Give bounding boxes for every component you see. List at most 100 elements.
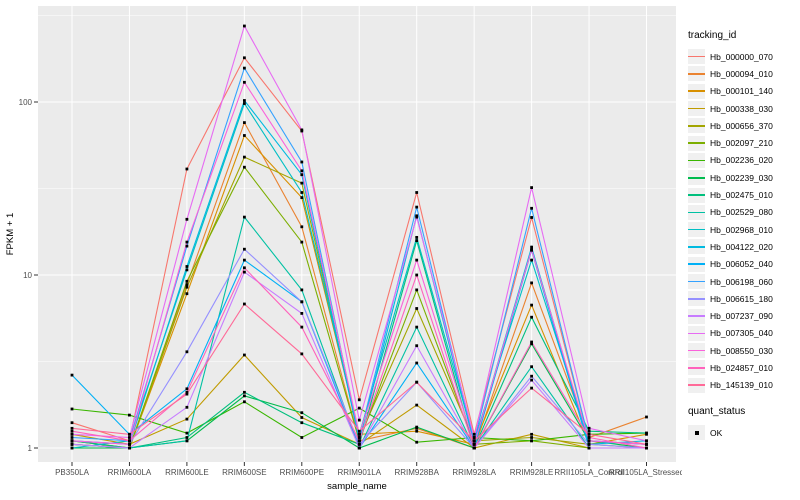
data-point: [530, 186, 533, 189]
legend-item-label: Hb_000000_070: [710, 51, 773, 62]
legend-item-Hb_002529_080: Hb_002529_080: [688, 204, 798, 221]
data-point: [357, 418, 361, 422]
data-point: [530, 378, 533, 382]
legend-item-label: Hb_004122_020: [710, 241, 773, 252]
data-point: [300, 196, 304, 199]
x-tick-label: RRIM928LA: [452, 468, 496, 477]
legend-item-label: Hb_002097_210: [710, 138, 773, 149]
data-point: [300, 312, 304, 315]
data-point: [128, 413, 131, 417]
data-point: [300, 352, 304, 356]
data-point: [357, 442, 361, 446]
data-point: [70, 421, 74, 425]
data-point: [587, 442, 591, 446]
legend-item-Hb_006198_060: Hb_006198_060: [688, 273, 798, 290]
legend-key-line-icon: [688, 49, 705, 65]
data-point: [70, 442, 74, 446]
data-point: [70, 439, 74, 443]
data-point: [70, 429, 74, 433]
data-point: [415, 403, 419, 407]
x-tick-label: RRIM600LE: [165, 468, 209, 477]
data-point: [185, 283, 189, 286]
legend-item-label: Hb_007305_040: [710, 328, 773, 339]
data-point: [587, 436, 591, 439]
data-point: [128, 442, 131, 446]
legend-title-quant-status: quant_status: [688, 405, 746, 417]
data-point: [645, 415, 648, 419]
data-point: [530, 216, 533, 219]
y-tick-label: 1: [28, 444, 33, 453]
legend-key-line-icon: [688, 256, 705, 272]
data-point: [645, 439, 648, 443]
legend-item-Hb_002239_030: Hb_002239_030: [688, 169, 798, 186]
legend-item-Hb_008550_030: Hb_008550_030: [688, 342, 798, 359]
data-point: [243, 24, 246, 28]
legend-item-Hb_002236_020: Hb_002236_020: [688, 152, 798, 169]
data-point: [300, 128, 304, 132]
data-point: [243, 247, 246, 251]
y-axis-title: FPKM + 1: [5, 213, 16, 256]
data-point: [357, 436, 361, 439]
legend-item-label: Hb_145139_010: [710, 380, 773, 391]
legend-key-line-icon: [688, 377, 705, 393]
data-point: [300, 169, 304, 173]
data-point: [530, 439, 533, 443]
legend-item-Hb_002097_210: Hb_002097_210: [688, 134, 798, 151]
legend-item-label: Hb_000338_030: [710, 103, 773, 114]
data-point: [185, 279, 189, 283]
legend-item-label: Hb_000094_010: [710, 68, 773, 79]
data-point: [530, 303, 533, 307]
data-point: [70, 446, 74, 450]
legend-key-line-icon: [688, 135, 705, 151]
data-point: [243, 215, 246, 219]
legend-item-label: Hb_006198_060: [710, 276, 773, 287]
data-point: [472, 439, 476, 443]
data-point: [300, 181, 304, 185]
data-point: [415, 440, 419, 444]
data-point: [70, 407, 74, 411]
fpkm-line-chart: 1 10 100 PB350LA RRIM600LA RRIM600LE RRIM600SE…: [5, 6, 682, 492]
data-point: [243, 302, 246, 306]
data-point: [415, 273, 419, 277]
data-point: [415, 307, 419, 310]
data-point: [357, 429, 361, 433]
data-point: [472, 442, 476, 446]
data-point: [243, 400, 246, 404]
legend-key-line-icon: [688, 291, 705, 307]
data-point: [300, 411, 304, 415]
data-point: [300, 191, 304, 194]
x-tick-label: PB350LA: [55, 468, 89, 477]
legend-item-Hb_000101_140: Hb_000101_140: [688, 83, 798, 100]
data-point: [415, 325, 419, 329]
legend-item-label: OK: [710, 427, 723, 438]
data-point: [530, 248, 533, 252]
data-point: [243, 165, 246, 169]
legend-item-Hb_007305_040: Hb_007305_040: [688, 325, 798, 342]
legend-item-label: Hb_007237_090: [710, 311, 773, 322]
x-tick-label: RRIM928LE: [510, 468, 554, 477]
legend-item-label: Hb_002529_080: [710, 207, 773, 218]
legend-item-Hb_002968_010: Hb_002968_010: [688, 221, 798, 238]
data-point: [415, 361, 419, 365]
data-point: [243, 66, 246, 70]
data-point: [243, 99, 246, 102]
data-point: [300, 160, 304, 164]
legend-key-line-icon: [688, 187, 705, 203]
data-point: [243, 266, 246, 270]
legend-panel: tracking_id Hb_000000_070 Hb_000094_010 Hb…: [688, 30, 798, 441]
data-point: [530, 258, 533, 262]
data-point: [185, 244, 189, 248]
legend-item-Hb_145139_010: Hb_145139_010: [688, 377, 798, 394]
data-point: [472, 446, 476, 450]
data-point: [587, 432, 591, 436]
y-tick-label: 100: [19, 98, 33, 107]
quant-status-legend-list: OK: [688, 424, 798, 441]
data-point: [70, 432, 74, 436]
data-point: [530, 436, 533, 439]
data-point: [185, 417, 189, 421]
data-point: [300, 416, 304, 419]
data-point: [300, 325, 304, 329]
data-point: [530, 245, 533, 249]
data-point: [185, 240, 189, 244]
legend-key-line-icon: [688, 83, 705, 99]
